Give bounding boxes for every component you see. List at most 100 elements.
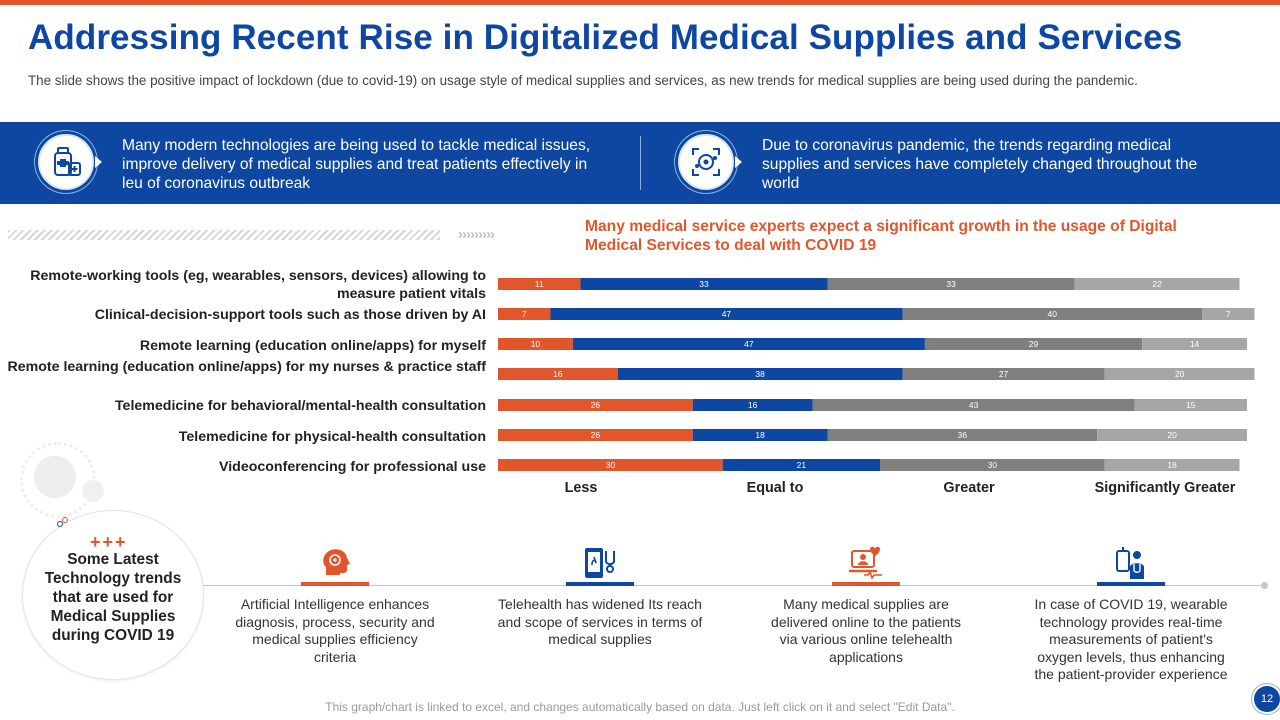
trend-bar — [566, 582, 634, 586]
row-label: Telemedicine for behavioral/mental-healt… — [114, 398, 486, 414]
row-label: Remote learning (education online/apps) … — [7, 359, 486, 375]
trend-bar — [832, 582, 900, 586]
bar-value-label: 20 — [1167, 430, 1177, 440]
bar-segment — [722, 459, 880, 471]
bar-value-label: 16 — [748, 400, 758, 410]
bar-value-label: 20 — [1175, 369, 1185, 379]
bar-value-label: 7 — [522, 309, 527, 319]
trend-text-online-delivery: Many medical supplies are delivered onli… — [771, 596, 961, 665]
arrow-right-icon — [735, 156, 742, 168]
bar-segment — [498, 368, 618, 380]
bar-value-label: 47 — [722, 309, 732, 319]
category-label-less: Less — [564, 480, 598, 496]
bar-segment — [1104, 459, 1240, 471]
bar-value-label: 22 — [1152, 279, 1162, 289]
trend-bar — [301, 582, 369, 586]
virus-scan-icon — [678, 134, 734, 190]
timeline-end-dot — [1261, 582, 1268, 589]
footer-note: This graph/chart is linked to excel, and… — [325, 700, 955, 714]
row-label: Clinical-decision-support tools such as … — [94, 307, 486, 323]
band-divider — [640, 136, 641, 190]
bar-segment — [692, 429, 828, 441]
bar-value-label: 38 — [755, 369, 765, 379]
bar-segment — [498, 429, 693, 441]
bar-value-label: 16 — [553, 369, 563, 379]
bar-segment — [1104, 368, 1255, 380]
bar-value-label: 47 — [744, 339, 754, 349]
bar-segment — [692, 399, 813, 411]
rings-icon — [57, 517, 69, 529]
row-label: Remote-working tools (eg, wearables, sen… — [30, 268, 486, 302]
medical-supplies-icon — [38, 134, 94, 190]
bar-segment — [902, 308, 1203, 320]
bar-segment — [498, 308, 551, 320]
virus-decoration-icon — [82, 480, 104, 502]
arrow-right-icon — [95, 156, 102, 168]
phone-stethoscope-icon — [582, 545, 618, 581]
wearable-doctor-icon — [1114, 545, 1150, 581]
top-accent-bar — [0, 0, 1280, 5]
bar-segment — [498, 459, 723, 471]
virus-decoration-icon — [20, 442, 96, 518]
bar-segment — [1134, 399, 1247, 411]
bar-value-label: 29 — [1029, 339, 1039, 349]
bar-value-label: 18 — [1167, 460, 1177, 470]
band-left-text: Many modern technologies are being used … — [122, 137, 591, 192]
bar-value-label: 15 — [1186, 400, 1196, 410]
trend-text-wearables: In case of COVID 19, wearable technology… — [1034, 596, 1228, 683]
page-title: Addressing Recent Rise in Digitalized Me… — [28, 18, 1183, 57]
plus-signs: +++ — [90, 532, 128, 552]
trend-text-telehealth: Telehealth has widened Its reach and sco… — [497, 596, 703, 648]
bar-segment — [550, 308, 903, 320]
bar-segment — [827, 429, 1098, 441]
bar-value-label: 21 — [797, 460, 807, 470]
brain-head-icon — [318, 545, 354, 581]
bar-value-label: 10 — [531, 339, 541, 349]
bar-segment — [924, 338, 1143, 350]
page-subtitle: The slide shows the positive impact of l… — [28, 73, 1138, 88]
bar-value-label: 7 — [1226, 309, 1231, 319]
chart-callout: Many medical service experts expect a si… — [585, 218, 1177, 254]
category-label-significantly-greater: Significantly Greater — [1094, 480, 1236, 496]
bar-segment — [498, 399, 693, 411]
category-label-equal: Equal to — [746, 480, 804, 496]
bar-value-label: 30 — [606, 460, 616, 470]
bar-value-label: 30 — [988, 460, 998, 470]
bar-segment — [498, 338, 573, 350]
trends-badge — [22, 510, 204, 680]
bar-segment — [827, 278, 1075, 290]
bar-value-label: 26 — [591, 400, 601, 410]
hatch-divider — [8, 230, 440, 240]
badge-text: Some Latest Technology trends that are u… — [44, 551, 182, 644]
bar-value-label: 14 — [1190, 339, 1200, 349]
bar-value-label: 43 — [969, 400, 979, 410]
bar-segment — [498, 278, 581, 290]
trend-bar — [1097, 582, 1165, 586]
timeline-line — [200, 585, 1264, 586]
bar-segment — [879, 459, 1105, 471]
bar-segment — [1074, 278, 1240, 290]
bar-segment — [1202, 308, 1255, 320]
bar-value-label: 27 — [999, 369, 1009, 379]
bar-value-label: 26 — [591, 430, 601, 440]
laptop-heartbeat-icon — [848, 545, 884, 581]
bar-value-label: 33 — [946, 279, 956, 289]
bar-value-label: 33 — [699, 279, 709, 289]
bar-segment — [572, 338, 925, 350]
info-band: Many modern technologies are being used … — [0, 122, 1280, 204]
band-right-text: Due to coronavirus pandemic, the trends … — [762, 137, 1198, 192]
bar-value-label: 18 — [755, 430, 765, 440]
row-label: Videoconferencing for professional use — [219, 459, 486, 475]
page-number: 12 — [1254, 686, 1280, 712]
row-label: Telemedicine for physical-health consult… — [178, 429, 486, 445]
bar-segment — [1097, 429, 1247, 441]
category-label-greater: Greater — [943, 480, 995, 496]
row-label: Remote learning (education online/apps) … — [139, 338, 486, 354]
bar-value-label: 36 — [958, 430, 968, 440]
bar-segment — [617, 368, 903, 380]
bar-value-label: 11 — [535, 279, 544, 289]
trend-text-ai: Artificial Intelligence enhances diagnos… — [235, 596, 435, 665]
bar-segment — [1142, 338, 1247, 350]
bar-segment — [580, 278, 828, 290]
bar-value-label: 40 — [1048, 309, 1058, 319]
